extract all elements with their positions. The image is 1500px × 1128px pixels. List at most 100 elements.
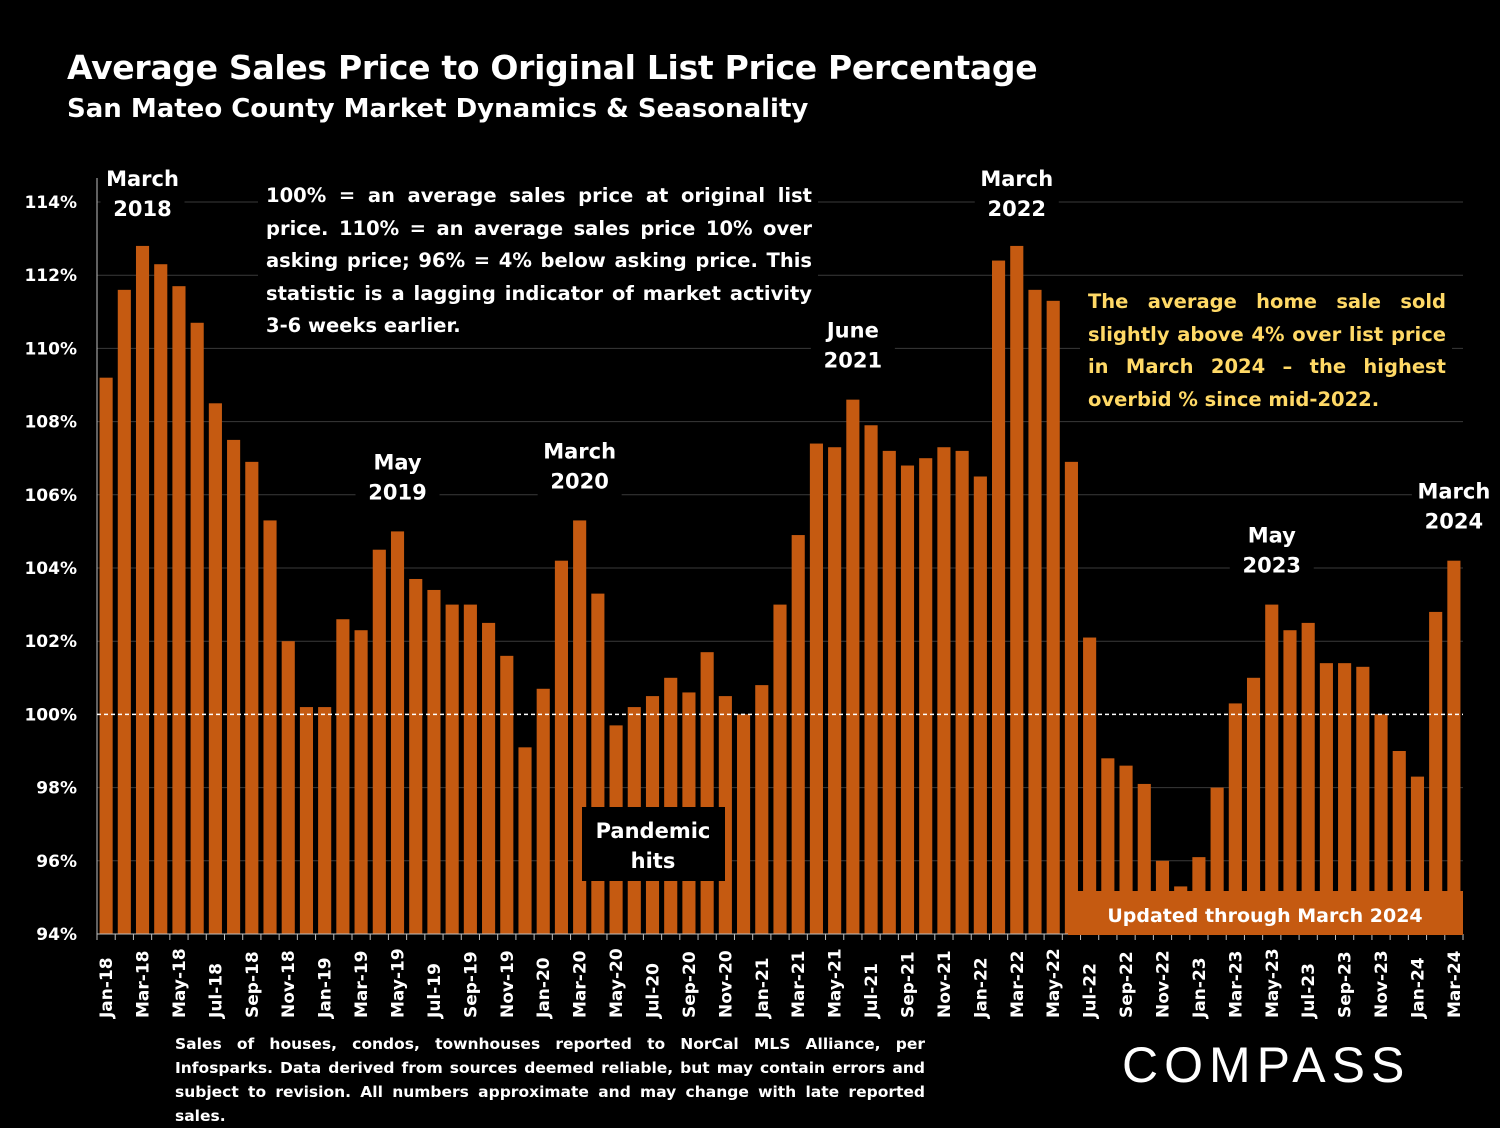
annotation: March 2018 — [100, 160, 185, 224]
annotation-text: June — [825, 319, 879, 343]
bar — [1028, 289, 1042, 935]
annotation-text: 2020 — [550, 469, 608, 493]
bar — [245, 461, 259, 934]
bar — [1010, 245, 1024, 935]
y-tick-label: 106% — [24, 486, 77, 506]
bar — [919, 458, 933, 934]
bar — [227, 439, 241, 934]
x-tick-label: Nov-21 — [935, 950, 955, 1018]
x-tick-label: May-22 — [1044, 948, 1064, 1018]
bar — [190, 322, 204, 934]
bar — [372, 549, 386, 934]
x-tick-label: Mar-21 — [789, 951, 809, 1019]
chart-subtitle: San Mateo County Market Dynamics & Seaso… — [67, 94, 809, 124]
y-tick-label: 96% — [36, 852, 77, 872]
x-tick-label: Mar-24 — [1445, 950, 1465, 1018]
annotation-text: 2022 — [988, 197, 1046, 221]
annotation-text: May — [1248, 524, 1296, 548]
bar — [518, 747, 532, 934]
bar — [445, 604, 459, 934]
x-tick-label: Jan-24 — [1408, 957, 1428, 1019]
x-tick-label: May-20 — [607, 948, 627, 1018]
y-tick-label: 98% — [36, 779, 77, 799]
bar — [1447, 560, 1461, 934]
annotation-text: 2019 — [368, 480, 426, 504]
x-tick-label: Jan-21 — [753, 957, 773, 1019]
x-tick-label: Sep-22 — [1117, 951, 1137, 1018]
annotation: May 2019 — [355, 443, 440, 508]
bar — [973, 476, 987, 934]
x-tick-label: Nov-20 — [716, 950, 736, 1018]
x-tick-label: Jul-21 — [862, 963, 882, 1019]
bar — [809, 443, 823, 934]
x-tick-label: Jul-22 — [1081, 963, 1101, 1019]
bar — [154, 264, 168, 935]
bar — [1046, 300, 1060, 934]
highlight-note-text: The average home sale sold slightly abov… — [1080, 280, 1452, 420]
bar — [554, 560, 568, 934]
bar — [846, 399, 860, 934]
bar — [1246, 677, 1261, 934]
y-tick-label: 104% — [24, 559, 77, 579]
annotation-text: 2021 — [824, 349, 882, 373]
bar — [99, 377, 113, 934]
x-tick-label: Nov-22 — [1153, 950, 1173, 1018]
annotation-bg — [100, 160, 185, 224]
y-tick-label: 94% — [36, 925, 77, 945]
x-tick-label: Sep-21 — [898, 951, 918, 1018]
y-tick-label: 102% — [24, 632, 77, 652]
footnote: Sales of houses, condos, townhouses repo… — [175, 1035, 925, 1125]
annotation-text: 2018 — [113, 197, 171, 221]
bar — [482, 622, 496, 934]
x-tick-label: Sep-20 — [680, 951, 700, 1018]
y-tick-label: 100% — [24, 705, 77, 725]
y-tick-label: 110% — [24, 339, 77, 359]
annotation-text: March — [543, 439, 616, 463]
y-tick-label: 114% — [24, 193, 77, 213]
annotation: May 2023 — [1229, 516, 1314, 581]
bar — [135, 245, 150, 935]
bar — [117, 289, 131, 935]
annotation-text: March — [1417, 480, 1490, 504]
bar — [737, 714, 751, 934]
chart-title: Average Sales Price to Original List Pri… — [67, 48, 1038, 87]
annotation-text: 2024 — [1425, 510, 1483, 534]
bar — [500, 655, 514, 934]
annotation-bg — [974, 160, 1059, 224]
x-tick-label: Nov-19 — [498, 950, 518, 1018]
annotation-bg — [1229, 516, 1314, 581]
x-tick-label: Sep-18 — [243, 951, 263, 1018]
bar — [700, 652, 714, 934]
bar — [900, 465, 915, 934]
x-tick-label: Mar-23 — [1226, 951, 1246, 1019]
compass-logo: COMPASS — [1122, 1037, 1410, 1092]
x-tick-label: Mar-22 — [1008, 951, 1028, 1019]
x-tick-label: Jan-22 — [971, 957, 991, 1019]
x-tick-label: Sep-19 — [461, 951, 481, 1018]
bar — [755, 685, 769, 934]
x-tick-label: May-23 — [1263, 948, 1283, 1018]
bar — [336, 619, 350, 934]
x-tick-label: Jan-23 — [1190, 957, 1210, 1019]
bar — [1083, 637, 1097, 934]
bar — [882, 450, 896, 934]
annotation: March 2022 — [974, 160, 1059, 224]
pandemic-callout: Pandemic hits — [582, 807, 725, 881]
x-tick-label: Jul-20 — [644, 963, 664, 1019]
annotation: March 2020 — [537, 432, 622, 497]
annotation-text: May — [373, 450, 421, 474]
x-tick-label: May-19 — [389, 948, 409, 1018]
bar — [1319, 663, 1333, 934]
bar — [864, 425, 878, 934]
x-tick-label: Nov-23 — [1372, 950, 1392, 1018]
bar — [992, 260, 1006, 934]
bar — [591, 593, 605, 934]
bar — [1283, 630, 1297, 934]
bar — [1356, 666, 1370, 934]
x-tick-label: Jul-18 — [206, 963, 226, 1019]
x-tick-label: Jan-20 — [534, 957, 554, 1019]
logo-text: COMPASS — [1122, 1037, 1410, 1092]
annotation: June 2021 — [810, 311, 895, 376]
x-tick-label: Mar-19 — [352, 951, 372, 1019]
bar — [937, 447, 951, 934]
